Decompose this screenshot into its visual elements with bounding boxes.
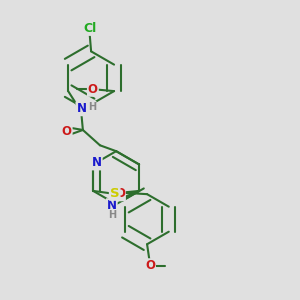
Text: H: H <box>108 210 116 220</box>
Text: N: N <box>92 157 102 169</box>
Text: N: N <box>107 199 117 212</box>
Text: O: O <box>88 83 98 96</box>
Text: S: S <box>110 187 119 200</box>
Text: O: O <box>115 188 125 200</box>
Text: N: N <box>76 102 86 115</box>
Text: Cl: Cl <box>83 22 96 35</box>
Text: O: O <box>62 125 72 138</box>
Text: H: H <box>88 102 96 112</box>
Text: O: O <box>145 259 155 272</box>
